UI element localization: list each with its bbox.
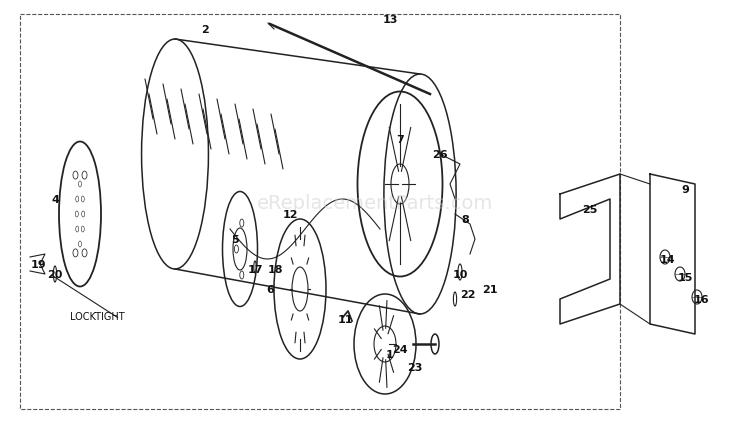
Text: 15: 15 xyxy=(677,272,693,282)
Text: 5: 5 xyxy=(231,234,238,245)
Text: 22: 22 xyxy=(460,289,476,299)
Text: 24: 24 xyxy=(392,344,408,354)
Text: 17: 17 xyxy=(248,265,262,274)
Text: 8: 8 xyxy=(461,215,469,225)
Text: 25: 25 xyxy=(582,204,598,215)
Text: 9: 9 xyxy=(681,184,689,195)
Text: 10: 10 xyxy=(452,269,468,279)
Text: LOCKTIGHT: LOCKTIGHT xyxy=(70,311,124,321)
Text: 16: 16 xyxy=(694,294,709,304)
Text: 7: 7 xyxy=(396,135,404,145)
Text: 4: 4 xyxy=(51,195,59,204)
Text: 23: 23 xyxy=(407,362,423,372)
Text: 19: 19 xyxy=(30,259,46,269)
Text: 1: 1 xyxy=(386,349,394,359)
Text: 2: 2 xyxy=(201,25,208,35)
Text: 14: 14 xyxy=(660,254,676,265)
Text: 26: 26 xyxy=(432,150,448,160)
Text: 18: 18 xyxy=(267,265,283,274)
Text: 11: 11 xyxy=(338,314,352,324)
Text: 6: 6 xyxy=(266,284,274,294)
Text: 21: 21 xyxy=(482,284,498,294)
Text: eReplacementParts.com: eReplacementParts.com xyxy=(256,193,493,213)
Text: 20: 20 xyxy=(47,269,63,279)
Text: 12: 12 xyxy=(282,210,298,219)
Text: 13: 13 xyxy=(382,15,398,25)
